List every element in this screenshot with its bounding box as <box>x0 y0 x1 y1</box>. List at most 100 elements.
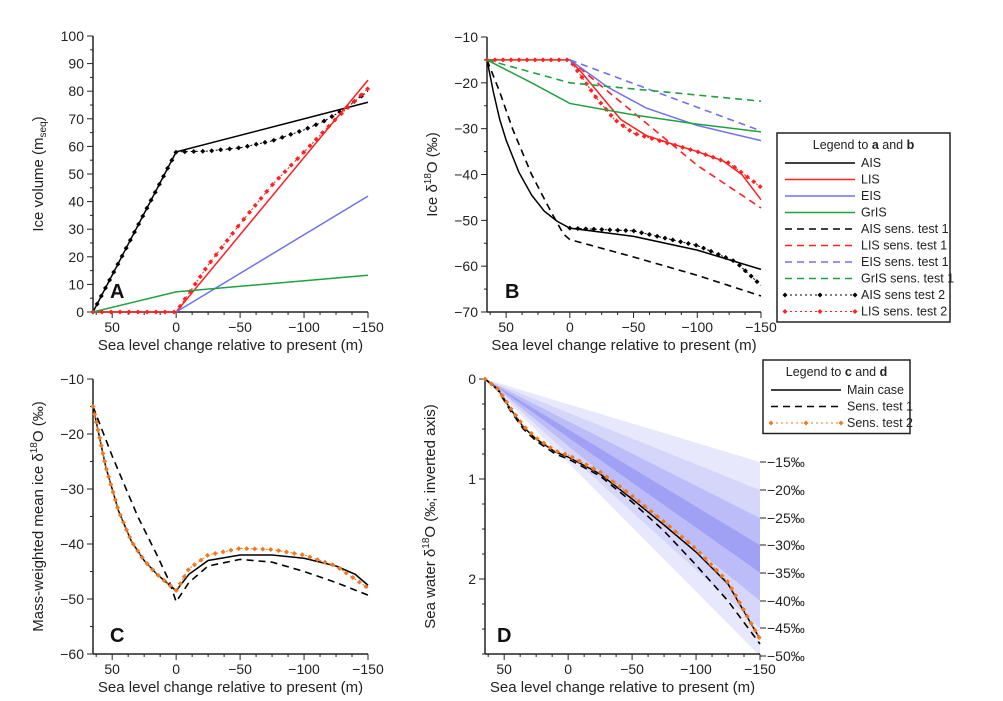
series-marker <box>144 309 150 315</box>
series-marker <box>264 189 270 195</box>
series-eis <box>569 59 762 142</box>
y-tick-label: 0 <box>76 304 84 320</box>
series-marker <box>583 226 589 232</box>
series-marker <box>719 573 725 579</box>
series-marker <box>192 281 198 287</box>
series-marker <box>590 465 596 471</box>
series-marker <box>597 469 603 475</box>
fan-label: −50‰ <box>767 648 805 664</box>
series-marker <box>680 144 686 150</box>
series-marker <box>641 133 647 139</box>
y-tick-label: −50 <box>454 212 478 228</box>
series-marker <box>177 581 183 587</box>
legend-marker <box>803 420 809 426</box>
series-marker <box>202 266 208 272</box>
series-marker <box>102 285 108 291</box>
series-sens-test-1 <box>484 378 761 645</box>
legend-item-label: Main case <box>847 383 904 397</box>
y-tick-label: 0 <box>468 371 476 387</box>
series-lis-sens-test-1 <box>569 59 762 209</box>
series-marker <box>282 169 288 175</box>
series-marker <box>736 262 742 268</box>
x-tick-label: −150 <box>745 319 777 335</box>
x-tick-label: −150 <box>352 319 384 335</box>
series-marker <box>119 253 125 259</box>
legend-item-label: LIS <box>861 173 880 187</box>
series-marker <box>106 474 112 480</box>
series-marker <box>670 237 676 243</box>
series-marker <box>588 87 594 93</box>
x-tick-label: 50 <box>104 319 120 335</box>
series-marker <box>532 57 538 63</box>
series-marker <box>127 534 133 540</box>
series-marker <box>135 309 141 315</box>
series-marker <box>365 86 371 92</box>
series-marker <box>554 449 560 455</box>
y-tick-label: −20 <box>454 75 478 91</box>
x-tick-label: −50 <box>228 319 252 335</box>
series-marker <box>508 406 514 412</box>
x-tick-label: 50 <box>498 319 514 335</box>
series-marker <box>299 552 305 558</box>
series-marker <box>708 248 714 254</box>
series-marker <box>295 156 301 162</box>
series-ais <box>92 101 369 313</box>
series-marker <box>752 627 758 633</box>
series-marker <box>736 599 742 605</box>
series-marker <box>710 154 716 160</box>
series-marker <box>591 226 597 232</box>
series-marker <box>173 587 179 593</box>
series-marker <box>332 117 338 123</box>
panel-b: −70 −60 −50 −40 −30 −20 −10 50 0 −50 −100 −150 Sea l… <box>423 29 777 354</box>
y-axis-label: Ice δ18O (‰) <box>423 132 441 216</box>
legend-item-label: GrIS sens. test 1 <box>861 272 954 286</box>
x-tick-label: −50 <box>622 319 646 335</box>
legend-marker <box>768 420 774 426</box>
x-tick-label: −100 <box>288 661 320 677</box>
legend-marker <box>782 309 788 314</box>
series-marker <box>574 68 580 74</box>
series-marker <box>139 554 145 560</box>
series-marker <box>356 579 362 585</box>
series-marker <box>504 399 510 405</box>
x-tick-label: −50 <box>620 661 644 677</box>
series-marker <box>95 427 101 433</box>
series-marker <box>547 445 553 451</box>
series-marker <box>162 309 168 315</box>
series-marker <box>115 504 121 510</box>
series-marker <box>725 160 731 166</box>
series-marker <box>488 381 494 387</box>
y-tick-label: 100 <box>61 28 85 44</box>
y-axis-label: Mass-weighted mean ice δ18O (‰) <box>29 401 47 631</box>
series-marker <box>228 547 234 553</box>
x-tick-label: −150 <box>352 661 384 677</box>
legend-item-label: LIS sens. test 1 <box>861 239 947 253</box>
series-marker <box>634 131 640 137</box>
series-marker <box>673 529 679 535</box>
series-marker <box>715 251 721 257</box>
series-marker <box>244 546 250 552</box>
series-sens-test-1 <box>92 406 369 604</box>
series-marker <box>182 296 188 302</box>
series-marker <box>754 279 760 285</box>
series-marker <box>269 182 275 188</box>
series-eis <box>175 195 369 313</box>
series-lis-sens-test-2 <box>487 59 762 188</box>
series-marker <box>112 497 118 503</box>
y-tick-label: −60 <box>454 258 478 274</box>
y-tick-label: 40 <box>68 194 84 210</box>
fan-label: −35‰ <box>767 565 805 581</box>
series-marker <box>598 100 604 106</box>
y-tick-label: 90 <box>68 56 84 72</box>
series-eis-sens-test-1 <box>569 59 762 132</box>
series-marker <box>219 245 225 251</box>
series-marker <box>620 123 626 129</box>
series-marker <box>296 128 302 134</box>
series-marker <box>235 223 241 229</box>
panel-a: 0 10 20 30 40 50 60 70 80 90 100 50 0 −50 −100 −150 Sea … <box>30 28 384 354</box>
series-marker <box>685 240 691 246</box>
legend-a-b: Legend to a and b AIS LIS EIS GrIS AIS sens. … <box>776 132 954 323</box>
series-marker <box>654 513 660 519</box>
series-marker <box>213 252 219 258</box>
panel-d: −15‰ −20‰ −25‰ −30‰ −35‰ −40‰ −45‰ −50‰ 0 1 2 50 0 −5… <box>421 371 805 696</box>
